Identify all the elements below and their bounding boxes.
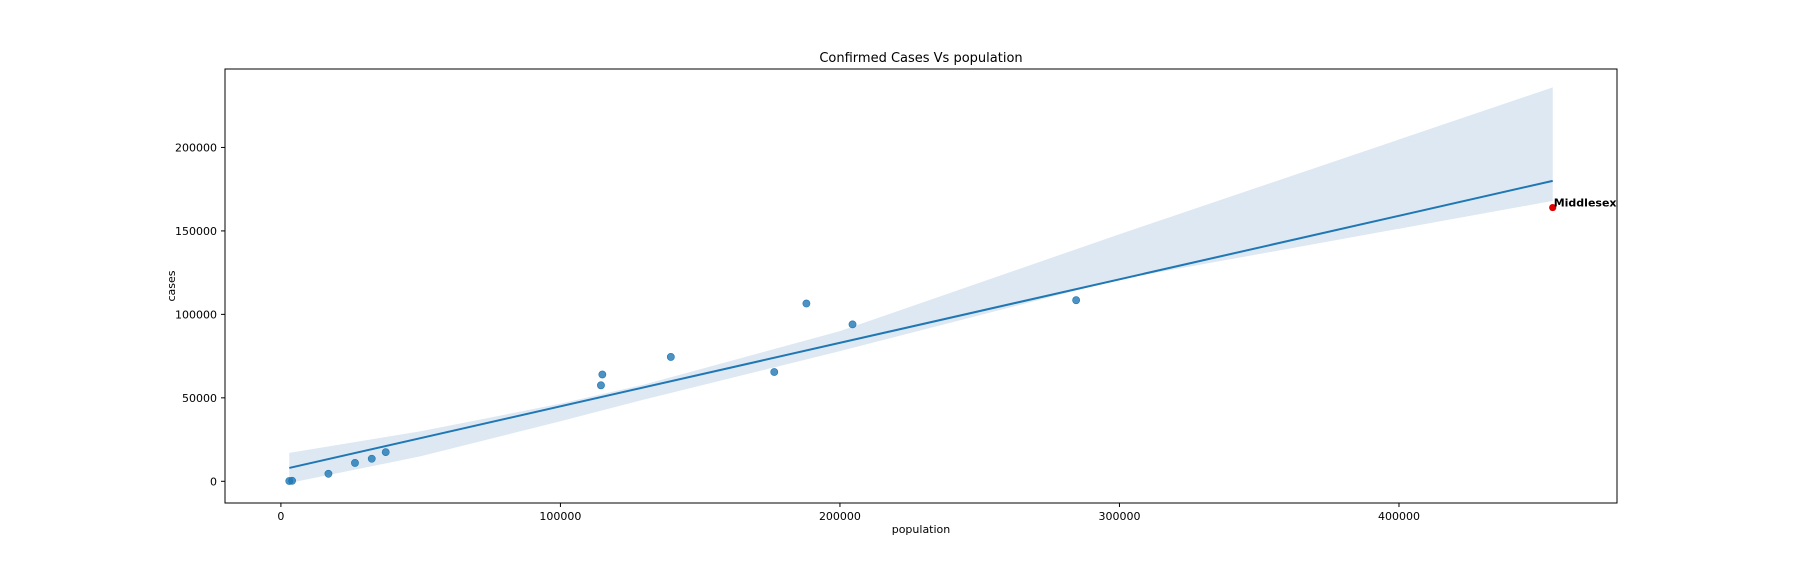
y-tick-label: 200000 [175, 141, 217, 154]
highlight-point [1549, 203, 1557, 212]
confidence-band [289, 87, 1553, 483]
x-tick-label: 200000 [819, 510, 861, 523]
data-point [666, 353, 675, 361]
data-point [367, 454, 376, 463]
y-axis-label: cases [165, 270, 178, 301]
data-point [324, 469, 333, 478]
x-axis-label: population [892, 523, 951, 536]
x-tick-label: 0 [277, 510, 284, 523]
y-tick-label: 0 [210, 475, 217, 488]
data-point [802, 299, 811, 308]
y-tick-label: 100000 [175, 308, 217, 321]
data-point [1072, 296, 1081, 305]
plot-area-frame [224, 68, 1618, 504]
y-tick-label: 50000 [182, 392, 217, 405]
y-tick-label: 150000 [175, 225, 217, 238]
data-point [598, 370, 607, 379]
data-point [848, 320, 857, 329]
data-point [597, 381, 605, 390]
x-tick-label: 100000 [539, 510, 581, 523]
regression-line [289, 179, 1553, 469]
data-point [770, 368, 779, 376]
highlight-annotation: Middlesex [1554, 197, 1617, 210]
data-point [288, 476, 296, 485]
x-tick-label: 400000 [1378, 510, 1420, 523]
data-point [351, 459, 359, 467]
data-point [381, 448, 390, 456]
x-tick-label: 300000 [1098, 510, 1140, 523]
chart-title: Confirmed Cases Vs population [819, 51, 1022, 66]
